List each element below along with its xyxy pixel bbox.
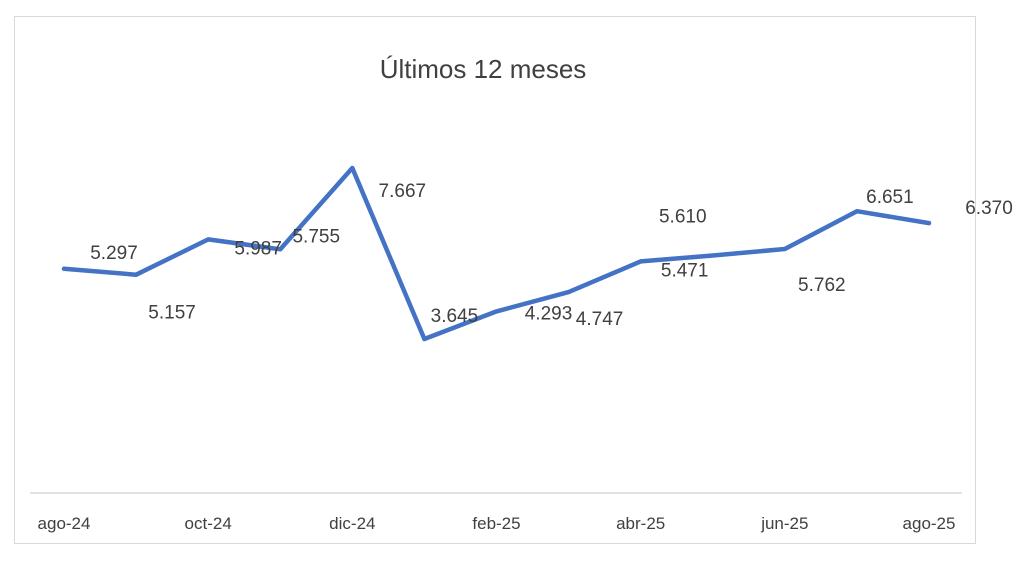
- data-label: 5.471: [661, 260, 709, 281]
- data-label: 5.987: [234, 238, 282, 259]
- data-label: 5.157: [148, 303, 196, 324]
- data-point: [134, 272, 139, 277]
- data-point: [62, 266, 66, 271]
- chart-area: [14, 16, 976, 544]
- data-label: 4.293: [525, 303, 573, 324]
- data-point: [854, 209, 859, 214]
- x-tick-label: jun-25: [760, 514, 808, 533]
- data-label: 5.610: [659, 206, 707, 227]
- x-axis-ticks: ago-24 oct-24 dic-24 feb-25 abr-25 jun-25 ago-…: [38, 514, 956, 533]
- x-tick-label: ago-25: [903, 514, 956, 533]
- data-label: 4.747: [576, 309, 624, 330]
- x-tick-label: ago-24: [38, 514, 91, 533]
- x-tick-label: dic-24: [329, 514, 375, 533]
- data-label: 3.645: [431, 306, 479, 327]
- x-tick-label: oct-24: [185, 514, 232, 533]
- data-point: [206, 237, 211, 242]
- x-tick-label: feb-25: [472, 514, 520, 533]
- data-point: [927, 221, 931, 226]
- data-point: [638, 259, 643, 264]
- data-labels: 5.297 5.157 5.987 5.755 7.667 3.645 4.293 4.747…: [90, 181, 1013, 330]
- data-label: 6.651: [866, 187, 914, 208]
- x-tick-label: abr-25: [616, 514, 665, 533]
- data-label: 5.755: [292, 226, 340, 247]
- chart-title: Últimos 12 meses: [379, 54, 587, 84]
- series-group: [61, 165, 932, 342]
- data-point: [494, 309, 499, 314]
- data-label: 5.297: [90, 243, 138, 264]
- data-point: [422, 337, 427, 341]
- data-point: [782, 246, 787, 251]
- data-label: 7.667: [379, 181, 427, 202]
- data-point: [350, 166, 355, 170]
- data-label: 6.370: [965, 198, 1013, 219]
- data-point: [566, 290, 571, 295]
- data-point: [710, 253, 715, 258]
- data-point: [278, 247, 283, 252]
- data-label: 5.762: [798, 275, 846, 296]
